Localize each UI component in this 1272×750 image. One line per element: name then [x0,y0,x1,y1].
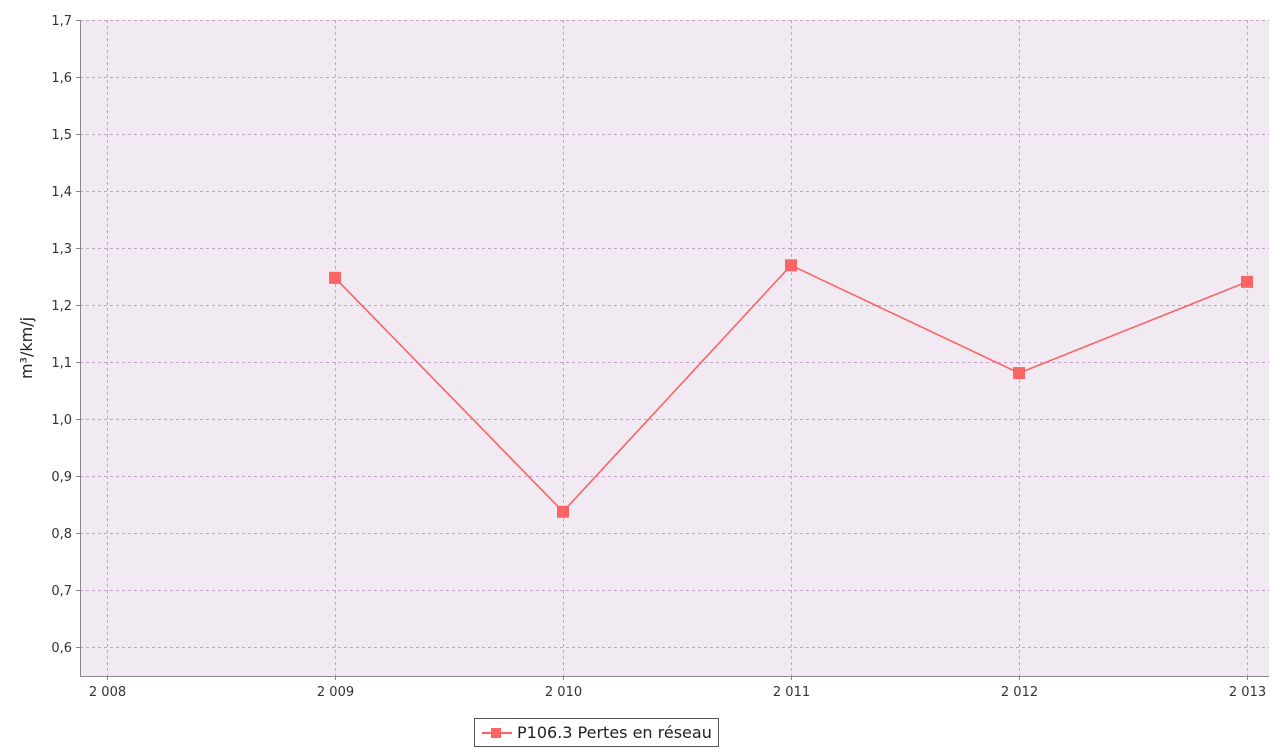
legend-marker [491,727,501,738]
y-tick-label-2: 0,8 [51,527,72,542]
y-axis-title: m³/km/j [17,317,36,379]
grid-lines [80,20,1269,676]
y-tick-label-8: 1,4 [51,185,72,200]
y-tick-label-3: 0,9 [51,470,72,485]
legend: P106.3 Pertes en réseau [474,718,719,747]
data-point-2009 [329,271,341,284]
x-axis-ticks: 2 008 2 009 2 010 2 011 2 012 2 013 [89,676,1266,700]
y-tick-label-6: 1,2 [51,299,72,314]
data-point-2012 [1013,367,1025,380]
y-tick-label-9: 1,5 [51,128,72,143]
series-layer [329,259,1253,518]
legend-swatch-icon [480,725,514,741]
x-tick-label-4: 2 012 [1001,685,1038,700]
y-axis-ticks: 0,6 0,7 0,8 0,9 1,0 1,1 1,2 1,3 1,4 1,5 1,6 1,7 [51,14,80,656]
y-tick-label-11: 1,7 [51,14,72,29]
plot-background [80,20,1269,676]
x-tick-label-2: 2 010 [545,685,582,700]
y-tick-label-1: 0,7 [51,584,72,599]
y-tick-label-4: 1,0 [51,413,72,428]
y-tick-label-7: 1,3 [51,242,72,257]
x-tick-label-1: 2 009 [317,685,354,700]
x-tick-label-3: 2 011 [773,685,810,700]
data-point-2013 [1241,275,1253,288]
x-tick-label-0: 2 008 [89,685,126,700]
y-tick-label-10: 1,6 [51,71,72,86]
data-point-2011 [785,259,797,272]
data-point-2010 [557,505,569,518]
axes [80,20,1269,677]
x-tick-label-5: 2 013 [1229,685,1266,700]
y-tick-label-5: 1,1 [51,356,72,371]
y-tick-label-0: 0,6 [51,641,72,656]
legend-label: P106.3 Pertes en réseau [517,723,712,742]
